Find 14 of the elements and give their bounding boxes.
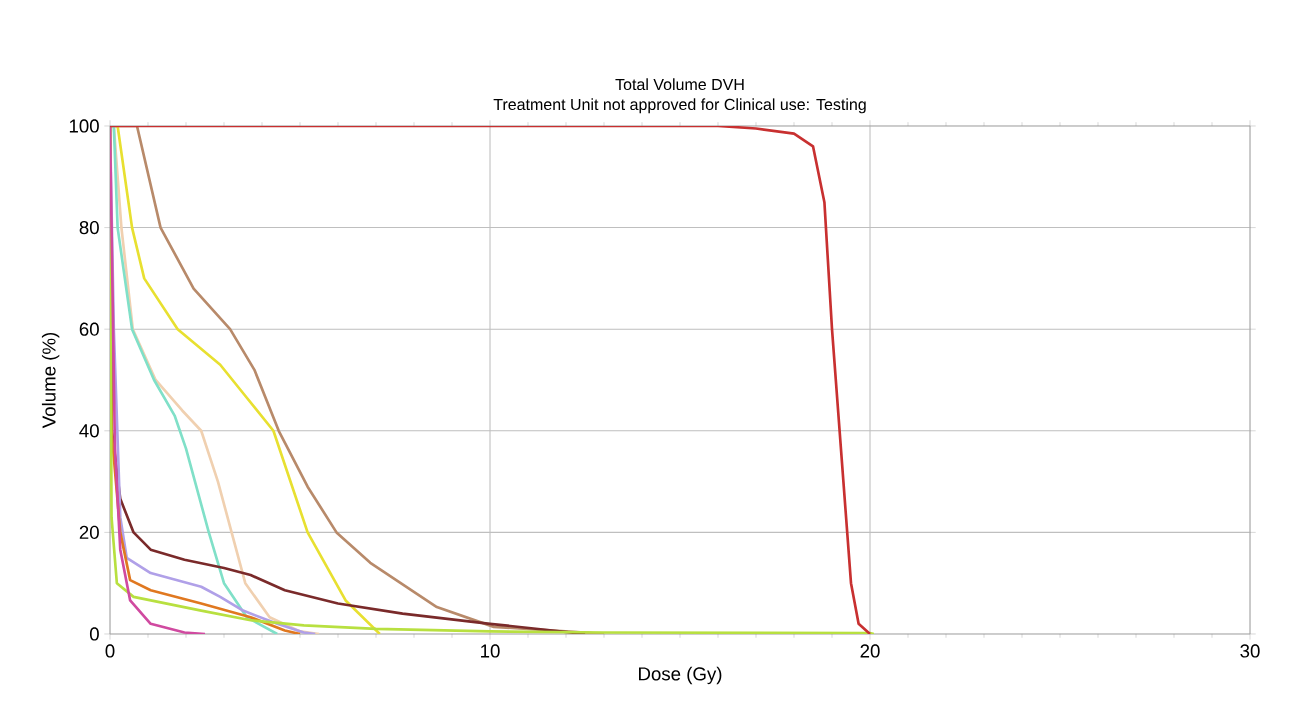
- chart-title: Total Volume DVH: [615, 78, 744, 91]
- x-tick-label: 10: [481, 644, 500, 658]
- y-tick-label: 80: [79, 220, 99, 235]
- y-tick-label: 20: [79, 525, 99, 539]
- y-axis-title: Volume (%): [41, 332, 60, 429]
- x-tick-label: 0: [105, 644, 115, 658]
- chart-subtitle: Treatment Unit not approved for Clinical use: Testing: [493, 98, 866, 114]
- x-axis-title: Dose (Gy): [639, 666, 722, 685]
- x-tick-label: 20: [860, 644, 880, 658]
- y-tick-label: 100: [69, 119, 99, 133]
- x-tick-label: 30: [1240, 644, 1260, 658]
- y-tick-label: 0: [89, 627, 99, 641]
- y-tick-label: 40: [79, 424, 99, 438]
- y-tick-label: 60: [79, 322, 99, 336]
